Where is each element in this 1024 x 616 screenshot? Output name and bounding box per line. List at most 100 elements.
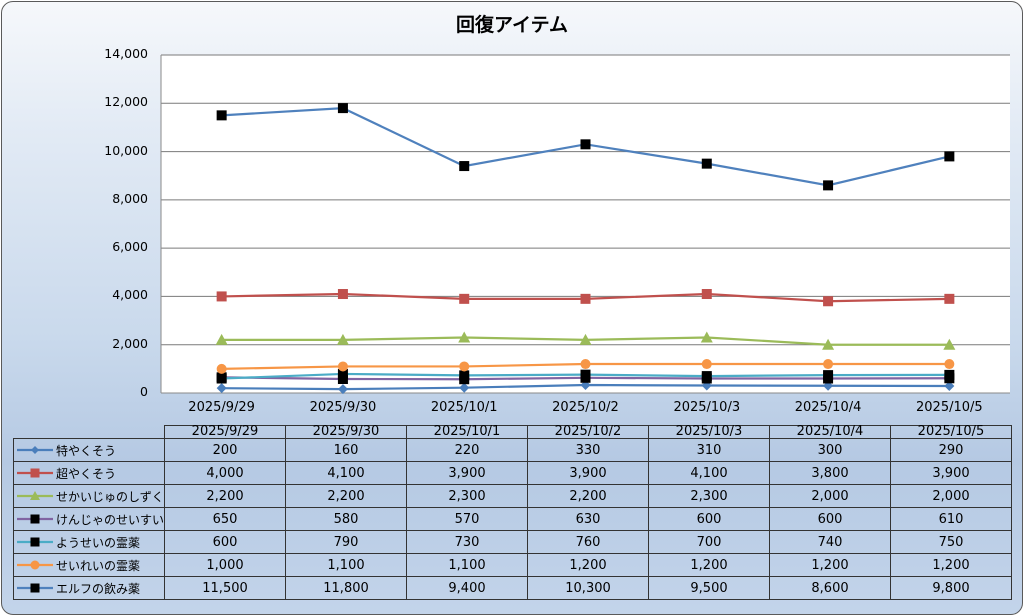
series-name: ようせいの霊薬 [56,535,141,550]
data-point-marker [943,338,956,350]
data-table-cell: 3,800 [769,461,892,485]
data-table-header-cell: 2025/10/4 [769,425,892,439]
data-point-marker [337,289,348,300]
data-table-cell: 740 [769,530,892,554]
data-table-cell: 3,900 [406,461,529,485]
y-tick-label: 4,000 [112,287,148,303]
data-table-cell: 9,400 [406,576,529,600]
data-point-marker [944,293,955,304]
x-tick-label: 2025/10/5 [916,400,983,415]
data-table-cell: 1,100 [406,553,529,577]
data-table-cell: 1,200 [527,553,650,577]
legend-entry: せかいじゅのしずく [12,484,166,508]
data-table-cell: 300 [769,438,892,462]
data-point-marker [216,291,227,302]
legend-key-icon [17,514,53,524]
data-point-marker [944,369,955,380]
y-tick-label: 2,000 [112,335,148,351]
data-table-header-cell: 2025/10/3 [648,425,771,439]
x-tick-label: 2025/10/3 [673,400,741,415]
data-table-cell: 2,200 [527,484,650,508]
legend-key-icon [17,446,53,454]
data-table-cell: 10,300 [527,576,650,600]
data-point-marker [823,180,834,191]
data-table-row: 特やくそう 200 160 220 330 310 300 290 [12,438,1013,462]
series-name: せいれいの霊薬 [56,558,141,573]
data-table-cell: 600 [769,507,892,531]
data-point-marker [215,333,228,345]
data-point-marker [459,361,470,372]
data-point-marker [580,139,591,150]
data-point-marker [701,289,712,300]
series-name: 超やくそう [56,466,117,481]
legend-key-icon [17,583,53,593]
legend-key-icon [17,491,53,500]
data-table-row: けんじゃのせいすい 650 580 570 630 600 600 610 [12,507,1013,531]
legend-entry: 超やくそう [12,461,166,485]
data-point-marker [216,383,227,394]
series-3 [215,331,956,350]
data-table-cell: 11,500 [164,576,287,600]
data-point-marker [579,333,592,345]
legend-key-marker [30,468,40,478]
series-6 [216,359,955,374]
data-table-cell: 3,900 [527,461,650,485]
legend-key-marker [30,583,40,593]
legend-entry: せいれいの霊薬 [12,553,166,577]
data-table-cell: 4,100 [648,461,771,485]
data-table-cell: 220 [406,438,529,462]
data-point-marker [459,382,470,393]
data-table: 2025/9/29 2025/9/30 2025/10/1 2025/10/2 2025… [12,425,1013,600]
y-tick-label: 0 [140,384,148,399]
data-point-marker [701,158,712,169]
data-table-cell: 610 [890,507,1013,531]
data-table-cell: 160 [285,438,408,462]
data-table-cell: 1,200 [769,553,892,577]
data-point-marker [337,361,348,372]
data-point-marker [216,363,227,374]
data-point-marker [944,151,955,162]
legend-key-marker [30,514,40,524]
data-table-cell: 700 [648,530,771,554]
data-table-row: せかいじゅのしずく 2,200 2,200 2,300 2,200 2,300 2,000 2… [12,484,1013,508]
series-name: エルフの飲み薬 [56,581,141,596]
legend-entry: エルフの飲み薬 [12,576,166,600]
data-table-cell: 2,200 [164,484,287,508]
data-table-cell: 2,000 [890,484,1013,508]
data-point-marker [336,333,349,345]
data-point-marker [822,338,835,350]
data-point-marker [944,359,955,370]
data-table-cell: 290 [890,438,1013,462]
y-tick-label: 14,000 [104,46,148,61]
legend-entry: ようせいの霊薬 [12,530,166,554]
data-table-cell: 790 [285,530,408,554]
data-table-cell: 760 [527,530,650,554]
data-point-marker [337,103,348,114]
data-point-marker [823,359,834,370]
data-table-cell: 9,800 [890,576,1013,600]
x-tick-label: 2025/9/30 [309,400,377,415]
data-point-marker [701,359,712,370]
legend-key-marker [30,537,40,547]
data-point-marker [337,384,348,395]
data-table-cell: 1,100 [285,553,408,577]
data-table-cell: 570 [406,507,529,531]
data-point-marker [580,369,591,380]
legend-entry: けんじゃのせいすい [12,507,166,531]
data-point-marker [459,161,470,172]
data-table-row: 超やくそう 4,000 4,100 3,900 3,900 4,100 3,800 3,900 [12,461,1013,485]
data-point-marker [823,370,834,381]
data-point-marker [580,359,591,370]
data-point-marker [216,110,227,121]
data-table-cell: 8,600 [769,576,892,600]
x-tick-label: 2025/9/29 [188,400,255,415]
x-tick-label: 2025/10/2 [552,400,619,415]
series-name: 特やくそう [56,443,117,458]
data-table-cell: 2,300 [406,484,529,508]
y-tick-label: 12,000 [104,94,148,110]
data-point-marker [459,370,470,381]
data-table-cell: 730 [406,530,529,554]
legend-key-marker [31,446,39,454]
legend-key-icon [17,537,53,547]
data-point-marker [580,293,591,304]
